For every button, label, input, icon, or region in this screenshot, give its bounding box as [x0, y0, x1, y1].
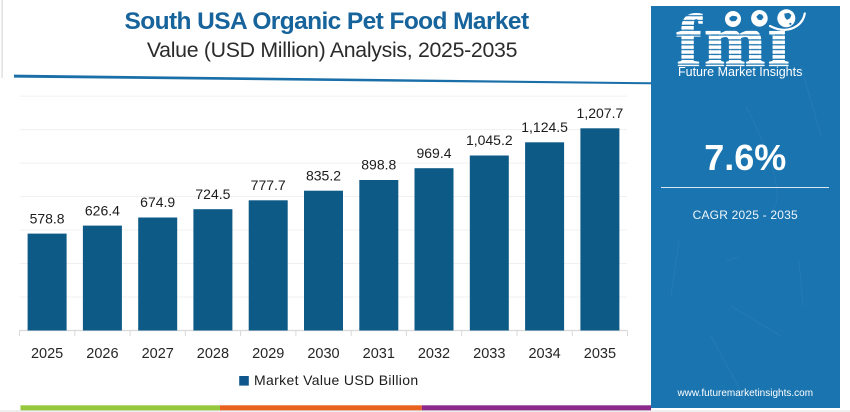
svg-text:2028: 2028: [197, 346, 229, 362]
svg-text:1,207.7: 1,207.7: [577, 105, 624, 121]
svg-text:724.5: 724.5: [195, 186, 230, 202]
svg-text:Future Market Insights: Future Market Insights: [678, 65, 802, 79]
svg-text:777.7: 777.7: [251, 177, 286, 193]
svg-text:2035: 2035: [584, 346, 616, 362]
svg-text:1,124.5: 1,124.5: [521, 119, 568, 135]
svg-text:2027: 2027: [142, 346, 174, 362]
svg-text:2030: 2030: [307, 346, 339, 362]
svg-text:2031: 2031: [363, 346, 395, 362]
svg-text:2032: 2032: [418, 346, 450, 362]
svg-text:2025: 2025: [31, 346, 63, 362]
svg-text:969.4: 969.4: [416, 145, 451, 161]
svg-text:835.2: 835.2: [306, 167, 341, 183]
svg-text:674.9: 674.9: [140, 194, 175, 210]
svg-text:Market Value USD Billion: Market Value USD Billion: [254, 372, 419, 388]
svg-text:578.8: 578.8: [30, 210, 65, 226]
svg-text:2034: 2034: [528, 346, 560, 362]
svg-text:2026: 2026: [86, 346, 118, 362]
svg-text:2029: 2029: [252, 346, 284, 362]
svg-text:898.8: 898.8: [361, 157, 396, 173]
svg-text:2033: 2033: [473, 346, 505, 362]
svg-text:626.4: 626.4: [85, 202, 120, 218]
svg-text:1,045.2: 1,045.2: [466, 132, 513, 148]
